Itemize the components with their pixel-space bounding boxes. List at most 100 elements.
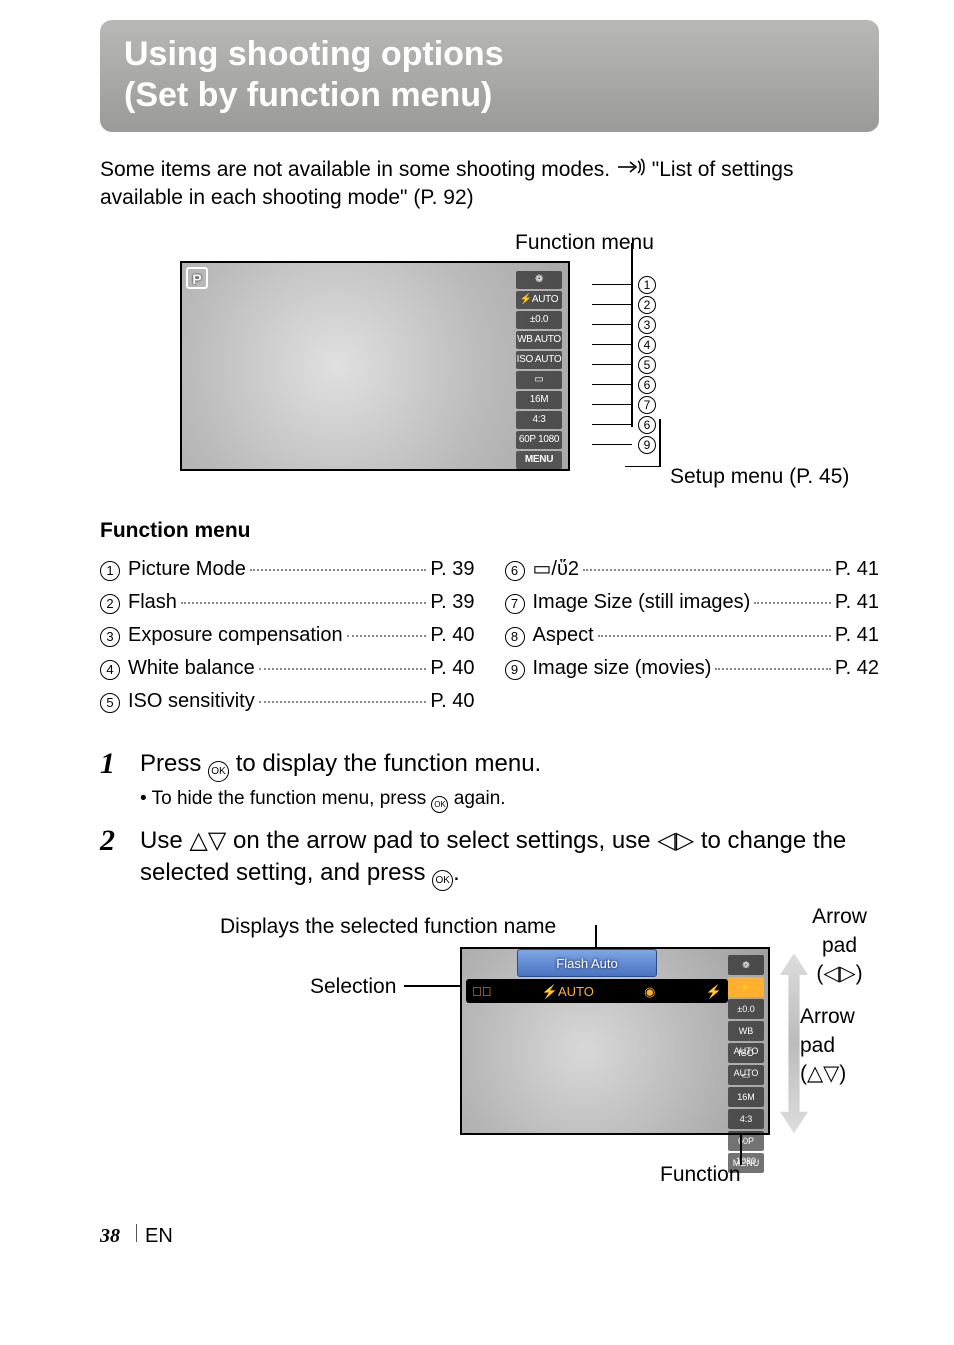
fm-num: 4 [100, 660, 120, 680]
fm-dots [754, 602, 831, 604]
fm-label: Picture Mode [128, 553, 246, 586]
fm-page: P. 40 [430, 619, 474, 652]
footer-divider [136, 1224, 137, 1242]
stack-item: ±0.0 [728, 999, 764, 1019]
callout-num: 2 [638, 296, 656, 314]
fig2-topbar: Flash Auto [517, 949, 657, 977]
callout-num: 1 [638, 276, 656, 294]
fm-label: Exposure compensation [128, 619, 343, 652]
fm-dots [598, 635, 831, 637]
sel-opt-mid: ⚡AUTO [542, 983, 594, 1001]
fm-page: P. 40 [430, 652, 474, 685]
stack-item: ISO AUTO [516, 351, 562, 369]
fm-col-left: 1Picture ModeP. 39 2FlashP. 39 3Exposure… [100, 553, 475, 718]
stack-item: ⚡AUTO [516, 291, 562, 309]
fig2-function-label: Function [660, 1161, 741, 1189]
fig2-arrowpad-ud-label: Arrow pad (△▽) [800, 1003, 879, 1088]
ok-button-icon: OK [208, 761, 229, 782]
ok-button-icon: OK [431, 796, 448, 813]
page-lang: EN [145, 1223, 173, 1250]
fig2-lcd-screen: Flash Auto ⚡⃠ ⚡AUTO ◉ ⚡ ❁ ⚡ ±0.0 WB AUTO… [460, 947, 770, 1135]
fm-label: Aspect [533, 619, 594, 652]
fm-row: 6▭/ὕ2P. 41 [505, 553, 880, 586]
section-heading: Using shooting options (Set by function … [100, 20, 879, 132]
fm-row: 7Image Size (still images)P. 41 [505, 586, 880, 619]
stack-item: 16M [728, 1087, 764, 1107]
fig2-selection-row: ⚡⃠ ⚡AUTO ◉ ⚡ [466, 979, 728, 1003]
fm-row: 4 White balance P. 40 [100, 652, 475, 685]
fm-row: 2 Flash P. 39 [100, 586, 475, 619]
callout-num: 6 [638, 376, 656, 394]
fm-row: 5ISO sensitivityP. 40 [100, 685, 475, 718]
fm-label: Flash [128, 586, 177, 619]
fig1-leader-setup-h [625, 466, 661, 467]
fm-dots [347, 635, 427, 637]
fm-page: P. 41 [835, 553, 879, 586]
fm-row: 8 Aspect P. 41 [505, 619, 880, 652]
tri-down-icon: ▽ [208, 827, 226, 854]
fm-num: 2 [100, 594, 120, 614]
fm-label: White balance [128, 652, 255, 685]
fm-page: P. 41 [835, 619, 879, 652]
sel-opt-eye: ◉ [644, 983, 655, 1001]
fm-page: P. 41 [835, 586, 879, 619]
stack-item: WB AUTO [516, 331, 562, 349]
fm-row: 1Picture ModeP. 39 [100, 553, 475, 586]
callout-num: 9 [638, 436, 656, 454]
stack-item: ❁ [728, 955, 764, 975]
function-menu-list: 1Picture ModeP. 39 2FlashP. 39 3Exposure… [100, 553, 879, 718]
fm-num: 9 [505, 660, 525, 680]
fm-dots [181, 602, 426, 604]
page-footer: 38 EN [100, 1223, 879, 1250]
stack-item: 4:3 [728, 1109, 764, 1129]
fm-num: 8 [505, 627, 525, 647]
callout-num: 6 [638, 416, 656, 434]
fm-page: P. 39 [430, 586, 474, 619]
fig2-top-label: Displays the selected function name [220, 913, 556, 941]
stack-item: 4:3 [516, 411, 562, 429]
fig2-leader-top [595, 925, 597, 947]
fm-label: ISO sensitivity [128, 685, 255, 718]
fm-dots [715, 668, 830, 670]
heading-line-1: Using shooting options [124, 35, 504, 73]
s1-sub-b: again. [454, 788, 506, 809]
s1-text-b: to display the function menu. [236, 750, 542, 777]
stack-item: 60P 1080 [728, 1131, 764, 1151]
step-number: 1 [100, 748, 140, 813]
function-menu-title: Function menu [100, 517, 879, 545]
stack-item: 16M [516, 391, 562, 409]
stack-item: ❁ [516, 271, 562, 289]
fm-row: 9Image size (movies)P. 42 [505, 652, 880, 685]
ok-button-icon: OK [432, 870, 453, 891]
fm-col-right: 6▭/ὕ2P. 41 7Image Size (still images)P. … [505, 553, 880, 718]
step-1: 1 Press OK to display the function menu.… [100, 748, 879, 813]
s1-text-a: Press [140, 750, 208, 777]
stack-item-highlight: ⚡ [728, 977, 764, 997]
callout-num: 3 [638, 316, 656, 334]
ap-ud-l1: Arrow pad [800, 1005, 855, 1056]
mode-indicator-p: P [186, 267, 208, 289]
s2-text-a: Use [140, 827, 189, 854]
fm-num: 5 [100, 693, 120, 713]
fig1-function-menu-label: Function menu [515, 229, 654, 257]
fig1-lcd-screen: P ❁ ⚡AUTO ±0.0 WB AUTO ISO AUTO ▭ 16M 4:… [180, 261, 570, 471]
pointer-icon [616, 156, 646, 184]
page-number: 38 [100, 1223, 120, 1250]
tri-left-icon: ◁ [657, 827, 675, 854]
fm-dots [250, 569, 427, 571]
figure-function-menu: Function menu Setup menu (P. 45) P ❁ ⚡AU… [100, 231, 879, 511]
tri-right-icon: ▷ [676, 827, 694, 854]
fm-label: Image Size (still images) [533, 586, 751, 619]
sel-opt-left: ⚡⃠ [472, 983, 492, 1001]
sel-opt-bolt: ⚡ [706, 983, 722, 1001]
stack-item-menu: MENU [516, 451, 562, 469]
stack-item: ▭ [516, 371, 562, 389]
intro-paragraph: Some items are not available in some sho… [100, 156, 879, 213]
fm-page: P. 42 [835, 652, 879, 685]
fm-row: 3Exposure compensationP. 40 [100, 619, 475, 652]
s1-sub-a: To hide the function menu, press [152, 788, 432, 809]
s1-sub: To hide the function menu, press OK agai… [140, 786, 541, 813]
heading-line-2: (Set by function menu) [124, 76, 492, 114]
callout-num: 5 [638, 356, 656, 374]
fm-dots [259, 701, 427, 703]
